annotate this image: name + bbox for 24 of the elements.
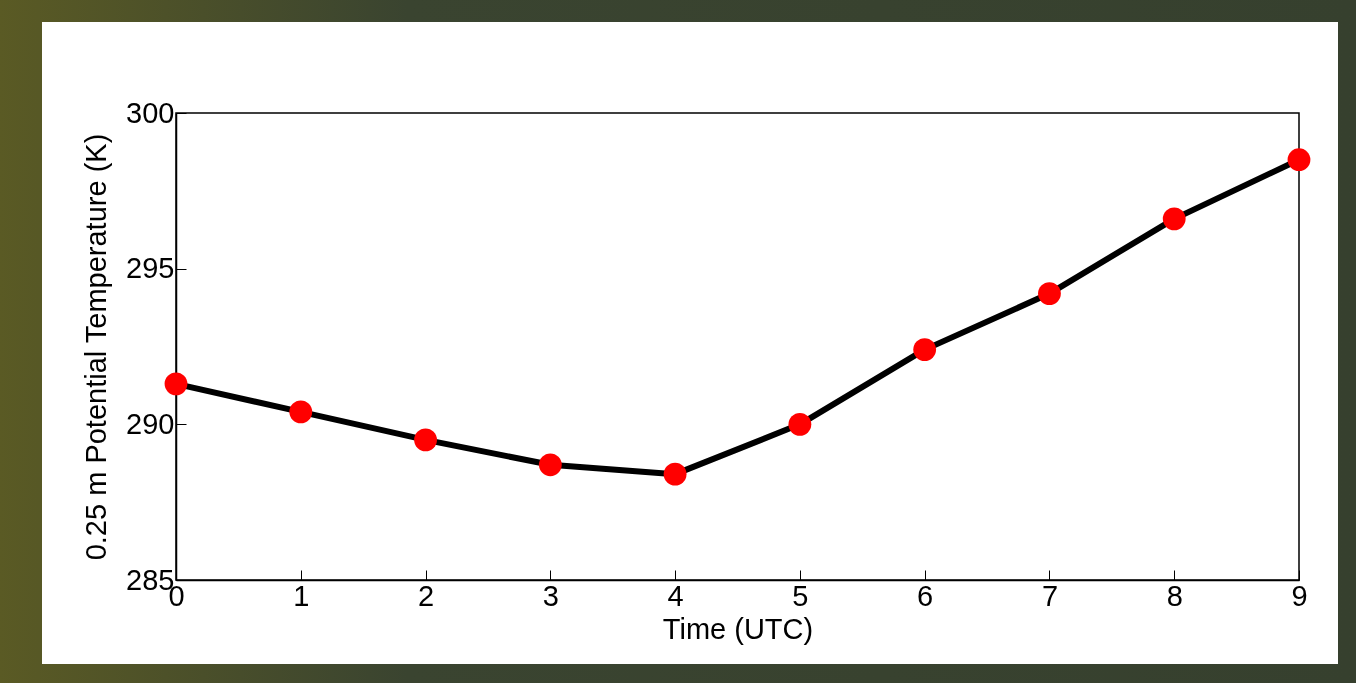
point [663, 462, 687, 486]
point [538, 453, 562, 477]
x-tick-label: 3 [542, 579, 559, 612]
y-tick-label: 290 [126, 407, 175, 440]
point [1162, 207, 1186, 231]
point [913, 338, 937, 361]
x-tick-label: 9 [1291, 579, 1308, 612]
point [289, 400, 313, 424]
point [1038, 282, 1061, 305]
x-tick-label: 7 [1041, 579, 1059, 612]
point [164, 372, 188, 396]
x-axis-title: Time (UTC) [662, 612, 814, 645]
point [1287, 148, 1311, 172]
point [414, 428, 437, 452]
x-tick-label: 1 [293, 579, 310, 612]
x-tick-label: 8 [1166, 579, 1183, 612]
x-tick-label: 6 [917, 579, 934, 612]
x-tick-label: 5 [792, 579, 809, 612]
x-tick-label: 4 [667, 579, 684, 612]
y-axis-title: 0.25 m Potential Temperature (K) [80, 133, 113, 561]
point [788, 412, 812, 436]
x-tick-label: 2 [417, 579, 435, 612]
y-tick-label: 295 [126, 252, 175, 285]
y-tick-label: 300 [126, 96, 175, 129]
